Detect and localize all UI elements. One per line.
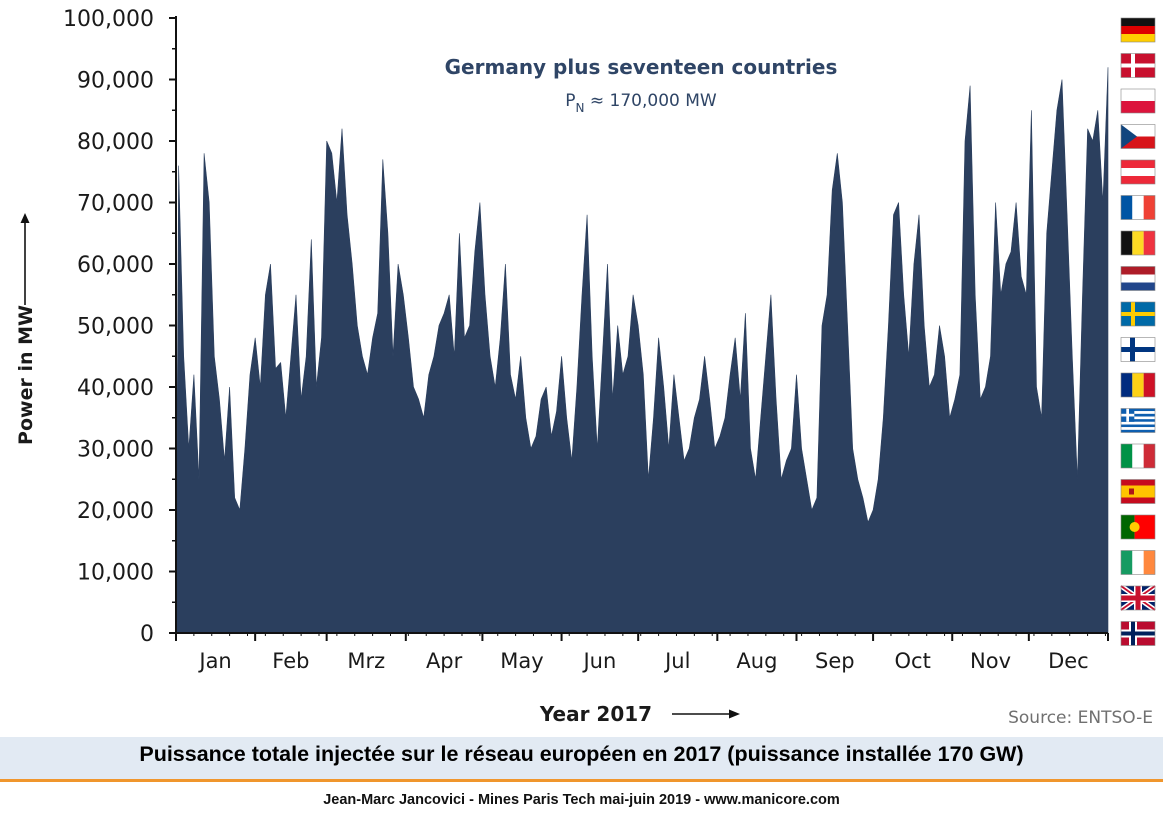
spain-flag bbox=[1120, 479, 1156, 504]
country-flags bbox=[1119, 17, 1157, 646]
slide-caption: Puissance totale injectée sur le réseau … bbox=[139, 742, 1024, 766]
month-label: Apr bbox=[426, 649, 463, 673]
plot-area bbox=[175, 67, 1109, 634]
month-label: Jul bbox=[663, 649, 690, 673]
x-axis: Jan Feb Mrz Apr May Jun Jul Aug Sep Oct Nov Dec bbox=[175, 632, 1109, 673]
y-tick-label: 20,000 bbox=[77, 499, 154, 524]
y-axis-label-group: Power in MW bbox=[15, 213, 37, 445]
power-series-area bbox=[175, 67, 1109, 634]
month-label: Dec bbox=[1048, 649, 1089, 673]
month-label: Oct bbox=[895, 649, 931, 673]
denmark-flag bbox=[1120, 53, 1156, 78]
finland-flag bbox=[1120, 337, 1156, 362]
portugal-flag bbox=[1120, 514, 1156, 540]
chart-title: Germany plus seventeen countries bbox=[445, 55, 838, 79]
ireland-flag bbox=[1120, 550, 1156, 575]
poland-flag bbox=[1120, 88, 1156, 114]
chart-subtitle: PN ≈ 170,000 MW bbox=[565, 91, 717, 115]
source-note: Source: ENTSO-E bbox=[1008, 708, 1153, 728]
y-axis-label: Power in MW bbox=[15, 305, 37, 445]
greece-flag bbox=[1120, 408, 1156, 433]
y-tick-label: 30,000 bbox=[77, 438, 154, 463]
month-label: Jan bbox=[197, 649, 231, 673]
y-tick-label: 50,000 bbox=[77, 315, 154, 340]
month-label: May bbox=[500, 649, 543, 673]
month-label: Jun bbox=[581, 649, 616, 673]
y-tick-label: 100,000 bbox=[63, 7, 154, 32]
sweden-flag bbox=[1120, 301, 1156, 327]
norway-flag bbox=[1120, 621, 1156, 646]
y-tick-label: 90,000 bbox=[77, 69, 154, 94]
chart: 0 10,000 20,000 30,000 40,000 50,000 60,000 70,… bbox=[15, 7, 1157, 728]
czech-flag bbox=[1120, 124, 1156, 149]
x-axis-arrowhead bbox=[729, 709, 740, 719]
month-label: Sep bbox=[815, 649, 855, 673]
y-tick-label: 40,000 bbox=[77, 376, 154, 401]
slide-footer: Jean-Marc Jancovici - Mines Paris Tech m… bbox=[323, 792, 840, 808]
month-label: Feb bbox=[272, 649, 309, 673]
france-flag bbox=[1120, 195, 1156, 220]
romania-flag bbox=[1120, 372, 1156, 398]
y-axis: 0 10,000 20,000 30,000 40,000 50,000 60,000 70,… bbox=[63, 7, 177, 647]
y-tick-label: 80,000 bbox=[77, 130, 154, 155]
month-label: Mrz bbox=[347, 649, 385, 673]
netherlands-flag bbox=[1120, 266, 1156, 291]
germany-flag bbox=[1120, 17, 1156, 43]
y-tick-label: 10,000 bbox=[77, 561, 154, 586]
y-axis-arrowhead bbox=[20, 213, 30, 223]
x-axis-label: Year 2017 bbox=[539, 702, 652, 726]
austria-flag bbox=[1120, 159, 1156, 185]
belgium-flag bbox=[1120, 230, 1156, 256]
y-tick-label: 0 bbox=[140, 622, 154, 647]
month-label: Aug bbox=[736, 649, 777, 673]
caption-band bbox=[0, 737, 1163, 782]
italy-flag bbox=[1120, 443, 1156, 469]
uk-flag bbox=[1119, 583, 1157, 613]
month-label: Nov bbox=[970, 649, 1011, 673]
y-tick-label: 70,000 bbox=[77, 192, 154, 217]
y-tick-label: 60,000 bbox=[77, 253, 154, 278]
